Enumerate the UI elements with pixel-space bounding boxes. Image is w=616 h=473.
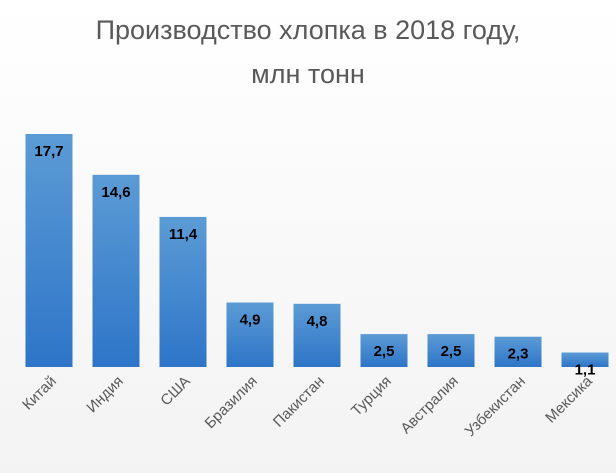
bar-2 (92, 174, 140, 367)
data-label-6: 2,5 (374, 343, 395, 360)
data-label-9: 1,1 (575, 362, 596, 379)
data-label-5: 4,8 (307, 313, 328, 330)
data-label-4: 4,9 (240, 311, 261, 328)
x-tick-label-7: Австралия (397, 373, 461, 437)
bar-7 (427, 334, 475, 367)
x-tick-label-3: США (157, 373, 193, 409)
bar-5 (293, 303, 341, 367)
chart-subtitle: млн тонн (251, 59, 365, 89)
data-label-8: 2,3 (508, 346, 529, 363)
x-tick-label-4: Бразилия (202, 373, 261, 432)
bar-8 (494, 336, 542, 367)
bar-9 (561, 352, 609, 367)
x-tick-label-8: Узбекистан (462, 373, 529, 440)
data-label-2: 14,6 (101, 184, 130, 201)
data-label-3: 11,4 (169, 226, 198, 243)
bar-3 (159, 216, 207, 367)
bar-4 (226, 302, 274, 367)
x-tick-label-1: Китай (19, 373, 60, 414)
bar-1 (25, 134, 73, 367)
chart-title: Производство хлопка в 2018 году, (95, 15, 521, 45)
x-tick-label-5: Пакистан (270, 373, 328, 431)
data-label-7: 2,5 (441, 343, 462, 360)
bar-6 (360, 334, 408, 367)
x-tick-label-2: Индия (83, 373, 126, 416)
x-tick-label-6: Турция (348, 373, 395, 420)
data-label-1: 17,7 (34, 143, 63, 160)
x-tick-label-9: Мексика (542, 372, 596, 426)
